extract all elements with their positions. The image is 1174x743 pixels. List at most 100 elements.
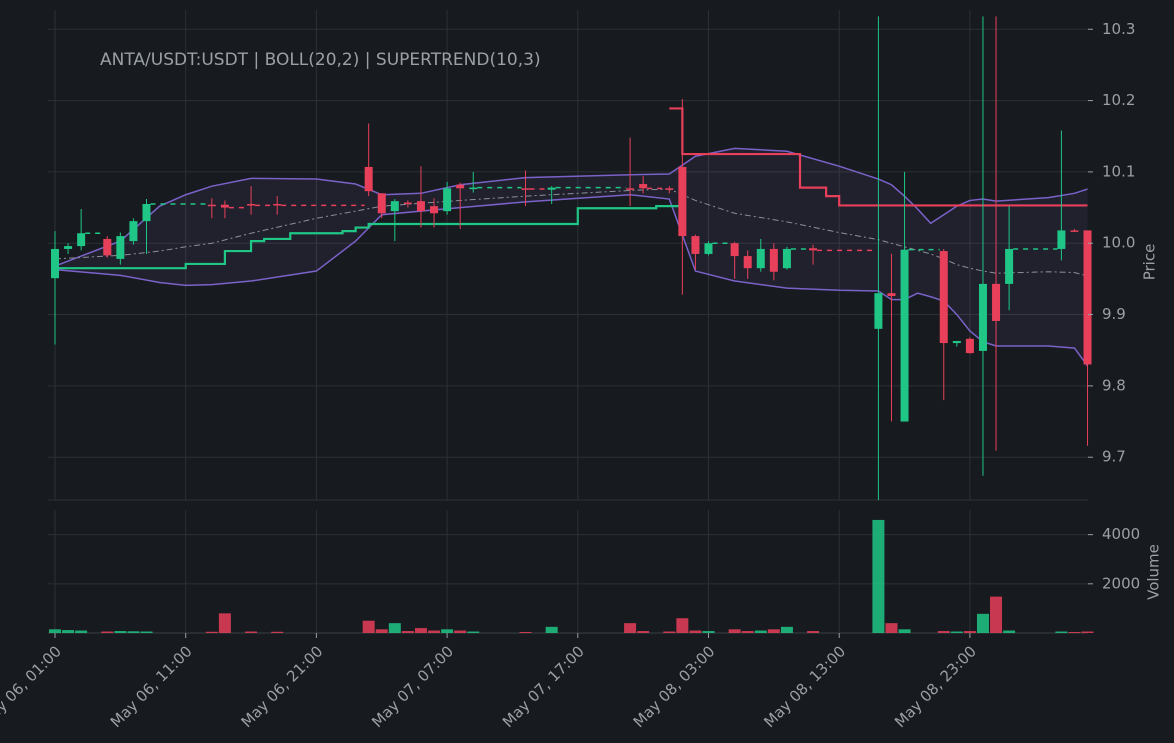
candle-body xyxy=(639,184,648,189)
band-upper xyxy=(54,147,1088,267)
candle-body xyxy=(103,238,112,256)
volume-bar xyxy=(218,613,231,633)
candle-body xyxy=(364,166,373,192)
volume-bar xyxy=(454,630,467,633)
volume-bar xyxy=(741,631,754,633)
candle-body xyxy=(116,236,125,259)
volume-bar xyxy=(401,631,414,633)
candle-body xyxy=(678,166,687,237)
candle-body xyxy=(1057,230,1066,249)
volume-bar xyxy=(885,623,898,633)
candle-body xyxy=(952,340,961,344)
volume-bar xyxy=(245,631,258,633)
candle-body xyxy=(978,283,987,351)
candle-body xyxy=(273,204,282,206)
y-axis-label: Price xyxy=(1141,244,1159,281)
volume-bar xyxy=(937,631,950,633)
candle-body xyxy=(965,338,974,354)
volume-bar xyxy=(807,631,820,633)
supertrend xyxy=(55,205,683,270)
candle-body xyxy=(51,248,59,279)
volume-bar xyxy=(963,631,976,633)
volume-bar xyxy=(140,631,153,633)
volume-bar xyxy=(127,631,140,633)
candle-body xyxy=(756,248,765,269)
chart-title: ANTA/USDT:USDT | BOLL(20,2) | SUPERTREND… xyxy=(100,50,541,70)
candle-body xyxy=(769,248,778,272)
candle-body xyxy=(416,201,425,212)
volume-axis-label: Volume xyxy=(1145,544,1163,600)
volume-bar xyxy=(1003,630,1016,633)
volume-bar xyxy=(62,630,75,633)
y-tick-label: 10.1 xyxy=(1102,162,1135,180)
volume-bar xyxy=(205,631,218,633)
volume-bar xyxy=(754,630,767,633)
volume-bar xyxy=(1081,631,1094,633)
y-tick-label: 10.3 xyxy=(1102,20,1135,38)
volume-bar xyxy=(676,618,689,633)
candle-body xyxy=(443,188,452,212)
volume-bar xyxy=(663,631,676,633)
volume-bar xyxy=(780,626,793,633)
candle-body xyxy=(77,233,86,247)
candle-body xyxy=(377,193,386,214)
candle-body xyxy=(743,256,752,269)
band-fill xyxy=(55,148,1088,366)
candle-body xyxy=(129,221,138,242)
candle-body xyxy=(469,187,478,190)
volume-bar xyxy=(75,630,88,633)
volume-bar xyxy=(271,631,284,633)
candle-body xyxy=(1083,230,1092,365)
volume-bar xyxy=(388,623,401,633)
candle-body xyxy=(874,293,883,329)
candle-body xyxy=(403,202,412,205)
volume-bar xyxy=(976,613,989,633)
y-tick-label: 9.9 xyxy=(1102,305,1126,323)
candle-body xyxy=(456,184,465,189)
candle-body xyxy=(782,248,791,269)
candle-body xyxy=(809,248,818,251)
volume-bar xyxy=(114,631,127,633)
volume-bar xyxy=(950,631,963,633)
candle-body xyxy=(390,201,399,212)
volume-bar xyxy=(101,631,114,633)
candle-body xyxy=(247,204,256,206)
candle-body xyxy=(939,251,948,344)
candle-body xyxy=(626,188,635,190)
y-tick-label: 2000 xyxy=(1102,574,1140,592)
volume-bar xyxy=(414,628,427,633)
volume-bar xyxy=(872,519,885,633)
y-tick-label: 4000 xyxy=(1102,525,1140,543)
volume-bar xyxy=(362,620,375,633)
band-lower xyxy=(54,193,1089,367)
candle-body xyxy=(547,187,556,190)
volume-bar xyxy=(467,631,480,633)
volume-bar xyxy=(428,630,441,633)
candle-body xyxy=(730,243,739,257)
plot xyxy=(49,16,1094,633)
candle-body xyxy=(1070,230,1079,232)
candle-body xyxy=(142,204,151,222)
candle-body xyxy=(665,188,674,190)
volume-bar xyxy=(545,626,558,633)
volume-bar xyxy=(689,630,702,633)
candle-body xyxy=(521,188,530,190)
volume-bar xyxy=(624,623,637,633)
volume-bar xyxy=(375,629,388,633)
candle-body xyxy=(207,204,216,207)
volume-bar xyxy=(49,629,61,633)
band-middle xyxy=(54,188,1088,277)
candle-body xyxy=(1005,248,1014,284)
y-tick-label: 9.7 xyxy=(1102,448,1126,466)
volume-bar xyxy=(637,631,650,633)
candle-body xyxy=(704,243,713,254)
candle-body xyxy=(220,204,229,208)
candle-body xyxy=(691,236,700,254)
volume-bar xyxy=(702,631,715,633)
candle-body xyxy=(64,246,73,249)
volume-bar xyxy=(1055,631,1068,633)
volume-bar xyxy=(767,629,780,633)
y-tick-label: 10.0 xyxy=(1102,234,1135,252)
candle-body xyxy=(900,249,909,422)
